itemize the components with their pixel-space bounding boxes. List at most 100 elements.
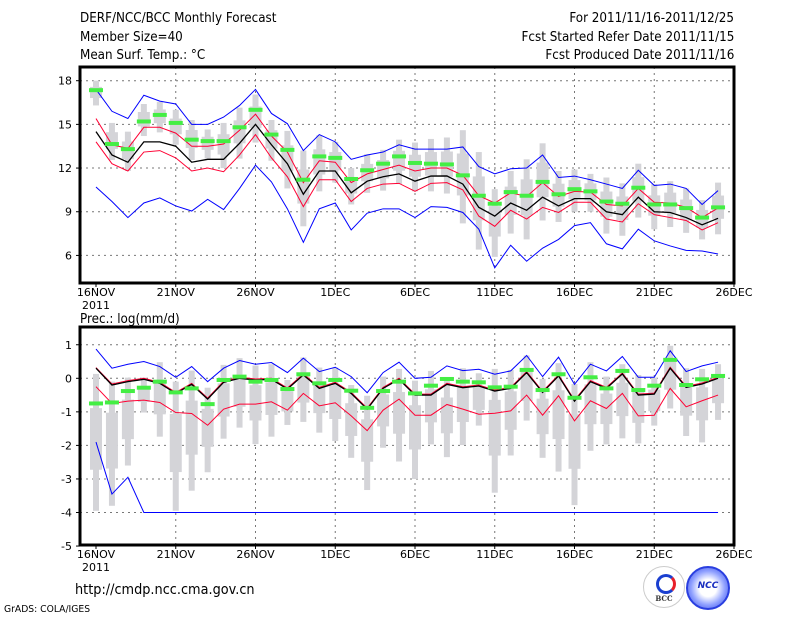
series-upper-line <box>95 366 719 409</box>
observed-marker <box>312 381 327 386</box>
series-max-line <box>95 88 719 206</box>
ensemble-box <box>552 390 565 440</box>
ensemble-box <box>233 120 246 144</box>
x-tick-label: 1DEC <box>320 286 350 299</box>
observed-marker <box>344 388 359 393</box>
observed-marker <box>408 160 422 165</box>
bcc-logo-text: BCC <box>655 594 673 603</box>
x-tick-label: 26NOV <box>236 548 275 561</box>
ensemble-box <box>90 86 102 99</box>
ensemble-box <box>424 389 437 423</box>
ensemble-box <box>137 112 150 127</box>
observed-marker <box>328 155 343 160</box>
y-tick-label: -1 <box>61 406 72 419</box>
ncc-logo: NCC <box>686 566 730 610</box>
y-tick-label: -4 <box>61 507 72 520</box>
ensemble-box <box>345 403 358 436</box>
observed-marker <box>535 388 550 393</box>
x-tick-label: 16DEC <box>556 548 593 561</box>
x-tick-label: 11DEC <box>476 548 513 561</box>
y-tick-label: 6 <box>65 249 72 262</box>
ensemble-box <box>393 150 406 171</box>
x-tick-label: 26NOV <box>236 286 275 299</box>
temperature-chart: 16NOV 21NOV 26NOV 1DEC 6DEC 11DEC 16DEC 21DEC 26… <box>58 65 753 312</box>
ensemble-box <box>137 386 150 403</box>
observed-marker <box>248 379 263 384</box>
observed-marker <box>567 187 582 192</box>
observed-marker <box>216 139 231 144</box>
observed-marker <box>232 374 247 379</box>
ensemble-box <box>409 154 421 177</box>
observed-marker <box>89 401 103 406</box>
x-tick-label: 26DEC <box>715 286 752 299</box>
observed-marker <box>695 377 710 382</box>
ensemble-box <box>568 414 581 469</box>
series-lower-line <box>95 133 719 231</box>
y-tick-label: -3 <box>61 473 72 486</box>
ensemble-box <box>361 419 374 462</box>
observed-marker <box>487 385 502 390</box>
ensemble-box <box>664 361 677 390</box>
x-tick-label: 21DEC <box>636 548 673 561</box>
observed-marker <box>535 179 550 184</box>
ensemble-box <box>456 387 469 423</box>
observed-marker <box>647 202 662 207</box>
observed-marker <box>471 380 486 385</box>
ensemble-box <box>488 399 501 456</box>
ensemble-box <box>648 389 661 412</box>
series-mean-line <box>95 123 719 226</box>
ensemble-box <box>409 405 421 450</box>
ensemble-box <box>105 132 118 149</box>
x-tick-label: 21DEC <box>636 286 673 299</box>
observed-marker <box>328 377 343 382</box>
observed-marker <box>663 202 678 207</box>
observed-marker <box>583 189 598 194</box>
observed-marker <box>455 379 470 384</box>
observed-marker <box>360 405 375 410</box>
observed-marker <box>503 384 518 389</box>
observed-marker <box>104 400 119 405</box>
x-tick-label: 26DEC <box>715 548 752 561</box>
forecast-start-date: Fcst Started Refer Date 2011/11/15 <box>521 30 734 45</box>
observed-marker <box>296 177 311 182</box>
observed-marker <box>583 375 598 380</box>
x-tick-label: 21NOV <box>157 286 196 299</box>
precipitation-chart: 16NOV 21NOV 26NOV 1DEC 6DEC 11DEC 16DEC 21DEC 26… <box>61 325 753 574</box>
observed-marker <box>503 190 518 195</box>
ensemble-box <box>488 206 501 237</box>
plot-frame <box>78 65 736 285</box>
y-tick-label: 0 <box>65 372 72 385</box>
ensemble-box <box>201 136 214 150</box>
ensemble-box <box>472 176 485 221</box>
observed-marker <box>168 390 183 395</box>
observed-marker <box>136 119 151 124</box>
observed-marker <box>312 154 327 159</box>
ensemble-box <box>632 392 645 423</box>
observed-marker <box>248 107 263 112</box>
y-tick-label: -5 <box>61 540 72 553</box>
observed-marker <box>280 147 295 152</box>
observed-marker <box>439 376 454 381</box>
forecast-produced-date: Fcst Produced Date 2011/11/16 <box>545 48 734 63</box>
observed-marker <box>631 388 646 393</box>
series-mean-line <box>95 367 719 411</box>
ensemble-box <box>440 397 453 434</box>
x-tick-label: 6DEC <box>400 286 430 299</box>
ensemble-box <box>153 380 166 415</box>
bcc-logo: BCC <box>643 566 685 608</box>
observed-marker <box>567 395 582 400</box>
ensemble-box <box>393 392 406 434</box>
observed-marker <box>392 154 407 159</box>
x-year-label: 2011 <box>82 561 110 574</box>
y-tick-label: 18 <box>58 75 72 88</box>
ensemble-box <box>90 408 102 470</box>
observed-marker <box>280 387 295 392</box>
ensemble-box <box>105 412 118 469</box>
observed-marker <box>89 88 103 93</box>
ensemble-box <box>712 378 725 404</box>
observed-marker <box>264 377 279 382</box>
y-tick-label: 12 <box>58 162 72 175</box>
website-url[interactable]: http://cmdp.ncc.cma.gov.cn <box>75 582 255 598</box>
ensemble-box <box>249 385 262 421</box>
